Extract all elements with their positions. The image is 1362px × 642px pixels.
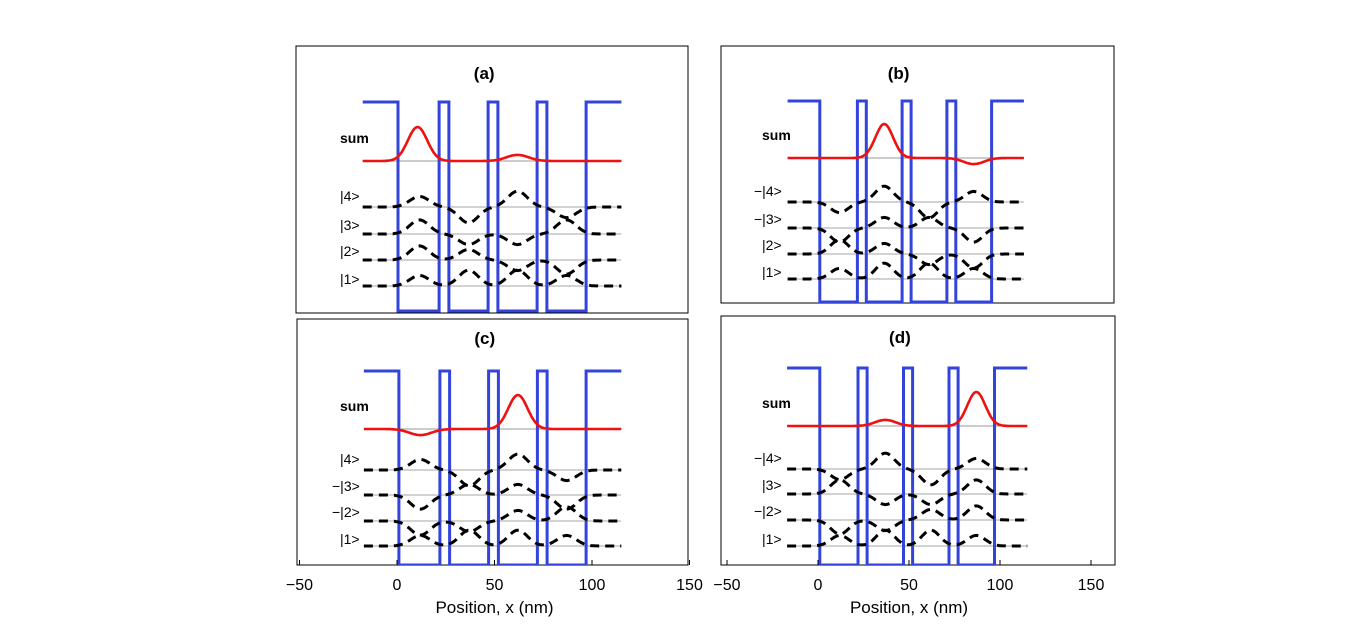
state-wavefunction bbox=[787, 451, 1028, 487]
x-tick-label: 50 bbox=[900, 577, 918, 594]
x-tick-label: 150 bbox=[1078, 577, 1105, 594]
potential-profile bbox=[363, 369, 622, 565]
panel-label: (b) bbox=[888, 64, 910, 83]
x-tick-label: −50 bbox=[286, 577, 313, 594]
panel-frame bbox=[296, 318, 689, 566]
panel-a: (a) sum |4> |3> |2> |1> bbox=[295, 45, 689, 314]
state-wavefunction bbox=[363, 528, 622, 548]
x-tick-label: 100 bbox=[987, 577, 1014, 594]
state-wavefunction bbox=[787, 478, 1028, 507]
panel-d: (d) sum −|4> |3> −|2> |1> −50 0 50 100 150 Position… bbox=[713, 315, 1116, 617]
panel-plot-area bbox=[787, 366, 1028, 565]
state-label: |2> bbox=[340, 243, 360, 259]
x-tick-label: −50 bbox=[713, 577, 740, 594]
panel-label: (c) bbox=[474, 329, 495, 348]
state-label: |4> bbox=[340, 188, 360, 204]
state-label: −|2> bbox=[754, 503, 782, 519]
sum-label: sum bbox=[762, 127, 791, 143]
state-label: |4> bbox=[340, 451, 360, 467]
x-tick-label: 50 bbox=[486, 577, 504, 594]
state-wavefunction bbox=[787, 184, 1024, 220]
state-wavefunction bbox=[787, 504, 1028, 536]
state-label: |3> bbox=[762, 477, 782, 493]
state-label: −|4> bbox=[754, 183, 782, 199]
sum-wavefunction bbox=[363, 393, 622, 437]
state-label: |1> bbox=[762, 264, 782, 280]
state-label: |1> bbox=[762, 531, 782, 547]
panel-plot-area bbox=[363, 369, 622, 565]
sum-wavefunction bbox=[787, 390, 1028, 428]
x-axis-label: Position, x (nm) bbox=[850, 598, 968, 617]
panel-plot-area bbox=[787, 99, 1024, 303]
x-tick-label: 0 bbox=[393, 577, 402, 594]
state-wavefunction bbox=[362, 268, 622, 288]
panel-c: (c) sum |4> −|3> −|2> |1> −50 0 50 100 150 Position… bbox=[286, 318, 703, 617]
state-label: −|4> bbox=[754, 450, 782, 466]
sum-label: sum bbox=[340, 398, 369, 414]
state-wavefunction bbox=[362, 189, 622, 225]
state-wavefunction bbox=[363, 452, 622, 488]
state-wavefunction bbox=[787, 215, 1024, 244]
state-wavefunction bbox=[363, 482, 622, 511]
potential-profile bbox=[362, 100, 622, 313]
panel-b: (b) sum −|4> −|3> |2> |1> bbox=[720, 45, 1115, 304]
state-wavefunction bbox=[363, 505, 622, 537]
state-label: |2> bbox=[762, 237, 782, 253]
state-label: −|3> bbox=[754, 211, 782, 227]
panel-plot-area bbox=[362, 100, 622, 313]
potential-profile bbox=[787, 366, 1028, 565]
sum-label: sum bbox=[340, 130, 369, 146]
state-wavefunction bbox=[362, 244, 622, 276]
state-label: −|3> bbox=[332, 478, 360, 494]
state-label: |3> bbox=[340, 217, 360, 233]
state-label: −|2> bbox=[332, 504, 360, 520]
x-axis-label: Position, x (nm) bbox=[435, 598, 553, 617]
x-tick-label: 100 bbox=[579, 577, 606, 594]
state-wavefunction bbox=[787, 528, 1028, 548]
state-label: |1> bbox=[340, 531, 360, 547]
state-wavefunction bbox=[362, 218, 622, 247]
sum-label: sum bbox=[762, 395, 791, 411]
sum-wavefunction bbox=[362, 125, 622, 163]
state-label: |1> bbox=[340, 271, 360, 287]
panel-frame bbox=[720, 315, 1116, 566]
panel-label: (a) bbox=[474, 64, 495, 83]
x-tick-label: 0 bbox=[814, 577, 823, 594]
state-wavefunction bbox=[787, 261, 1024, 281]
panel-label: (d) bbox=[889, 328, 911, 347]
sum-wavefunction bbox=[787, 122, 1024, 166]
x-tick-label: 150 bbox=[676, 577, 703, 594]
panel-frame bbox=[295, 45, 689, 314]
potential-profile bbox=[787, 99, 1024, 303]
